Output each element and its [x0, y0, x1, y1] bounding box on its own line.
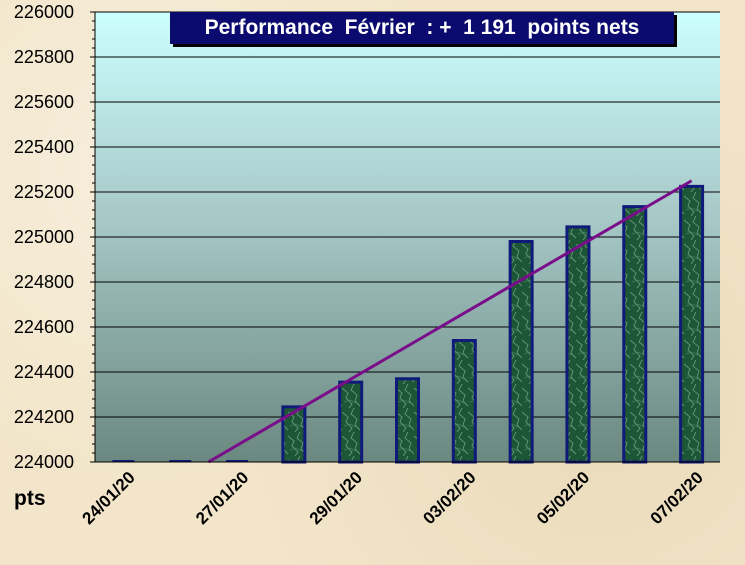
- y-tick-label: 226000: [14, 2, 74, 22]
- x-tick-label: 05/02/20: [533, 468, 593, 528]
- y-tick-label: 225600: [14, 92, 74, 112]
- y-axis-unit-label: pts: [14, 487, 46, 510]
- trend-line: [207, 179, 693, 464]
- x-tick-label: 24/01/20: [78, 468, 138, 528]
- bar: [338, 380, 364, 464]
- y-tick-label: 224600: [14, 317, 74, 337]
- y-tick-label: 224200: [14, 407, 74, 427]
- x-tick-label: 27/01/20: [192, 468, 252, 528]
- bar: [395, 377, 420, 464]
- bar: [622, 205, 648, 464]
- y-tick-label: 225800: [14, 47, 74, 67]
- bar: [679, 184, 705, 464]
- chart-title: Performance Février : + 1 191 points net…: [170, 12, 674, 44]
- bar: [451, 339, 477, 464]
- x-tick-label: 07/02/20: [647, 468, 707, 528]
- y-tick-label: 224800: [14, 272, 74, 292]
- y-tick-label: 225400: [14, 137, 74, 157]
- y-tick-label: 224400: [14, 362, 74, 382]
- x-tick-label: 29/01/20: [306, 468, 366, 528]
- y-tick-label: 225200: [14, 182, 74, 202]
- x-tick-label: 03/02/20: [419, 468, 479, 528]
- y-tick-label: 225000: [14, 227, 74, 247]
- bar: [565, 225, 591, 464]
- y-tick-label: 224000: [14, 452, 74, 472]
